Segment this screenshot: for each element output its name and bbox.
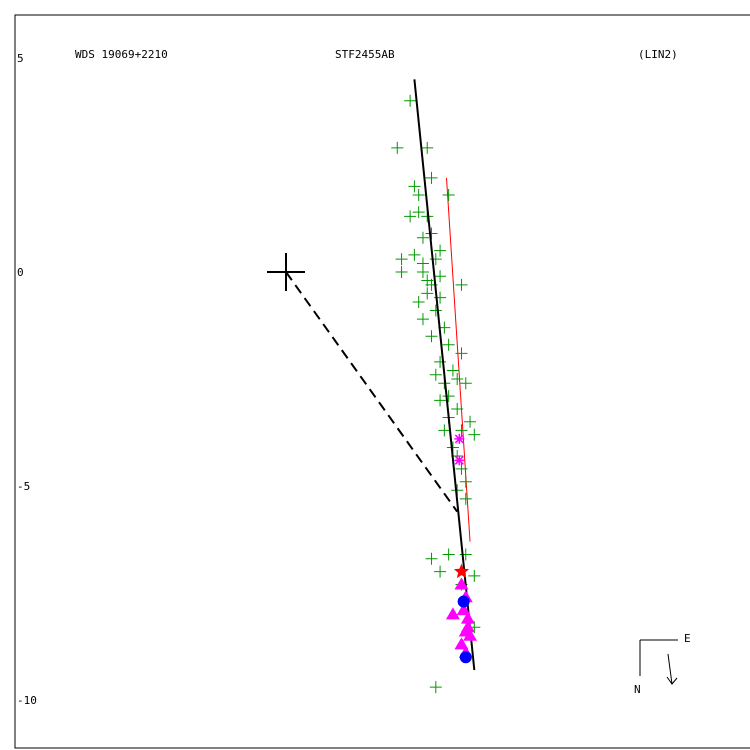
observation-plus: [468, 428, 481, 441]
observation-plus: [404, 210, 417, 223]
observation-plus: [408, 180, 421, 193]
observation-plus: [434, 565, 447, 578]
observation-triangle: [463, 628, 478, 641]
observation-plus: [464, 415, 477, 428]
y-tick-label: 5: [17, 52, 24, 65]
observation-plus: [412, 295, 425, 308]
observation-triangle: [454, 637, 469, 650]
observation-plus: [404, 94, 417, 107]
observation-plus: [459, 377, 472, 390]
observation-triangle: [454, 577, 469, 590]
observation-plus: [425, 552, 438, 565]
red-trend-line: [446, 177, 471, 542]
observation-plus: [408, 248, 421, 261]
motion-direction-arrow-icon: [666, 653, 678, 685]
observation-plus: [438, 424, 451, 437]
observation-plus: [455, 462, 468, 475]
chart-marks: [267, 79, 481, 694]
observation-plus: [434, 244, 447, 257]
observation-plus: [421, 141, 434, 154]
compass: E N: [634, 632, 691, 696]
observation-plus: [391, 141, 404, 154]
observation-circle: [459, 651, 472, 664]
observation-triangle: [460, 611, 475, 624]
observation-plus: [395, 253, 408, 266]
observation-plus: [459, 475, 472, 488]
observation-plus: [434, 394, 447, 407]
observation-plus: [434, 270, 447, 283]
observation-plus: [442, 548, 455, 561]
linear-fit-line: [413, 79, 476, 671]
observation-plus: [429, 368, 442, 381]
observation-plus: [425, 330, 438, 343]
observation-plus: [421, 287, 434, 300]
observation-plus: [412, 206, 425, 219]
observation-triangle: [456, 603, 471, 616]
header-wds-id: WDS 19069+2210: [75, 48, 168, 61]
observation-plus: [455, 278, 468, 291]
observation-asterisk: [454, 433, 465, 444]
observation-plus: [425, 171, 438, 184]
observation-plus: [451, 402, 464, 415]
observation-triangle: [445, 607, 460, 620]
observation-plus: [395, 266, 408, 278]
header-method: (LIN2): [638, 48, 678, 61]
observation-plus: [425, 227, 438, 240]
observation-plus: [416, 257, 429, 270]
y-tick-label: -10: [17, 694, 37, 707]
y-tick-label: 0: [17, 266, 24, 279]
observation-plus: [451, 373, 464, 385]
observation-plus: [455, 424, 468, 437]
observation-plus: [446, 364, 459, 377]
compass-east-label: E: [684, 632, 691, 645]
y-tick-label: -5: [17, 480, 30, 493]
plot-frame: [14, 14, 750, 749]
observation-circle: [457, 595, 470, 608]
observation-plus: [442, 390, 455, 403]
observation-plus: [416, 313, 429, 326]
compass-north-label: N: [634, 683, 641, 696]
observation-plus: [416, 231, 429, 244]
observation-star: [453, 563, 470, 579]
observation-asterisk: [454, 455, 465, 466]
observation-plus: [459, 492, 472, 505]
observation-plus: [429, 304, 442, 317]
observation-plus: [442, 188, 455, 201]
observation-plus: [455, 347, 468, 360]
observation-plus: [429, 681, 442, 694]
observation-plus: [442, 338, 455, 351]
observation-plus: [468, 569, 481, 582]
header-pair-name: STF2455AB: [335, 48, 395, 61]
closest-approach-line: [285, 271, 459, 513]
observation-plus: [434, 355, 447, 368]
observation-plus: [412, 188, 425, 201]
observation-triangle: [460, 620, 475, 633]
